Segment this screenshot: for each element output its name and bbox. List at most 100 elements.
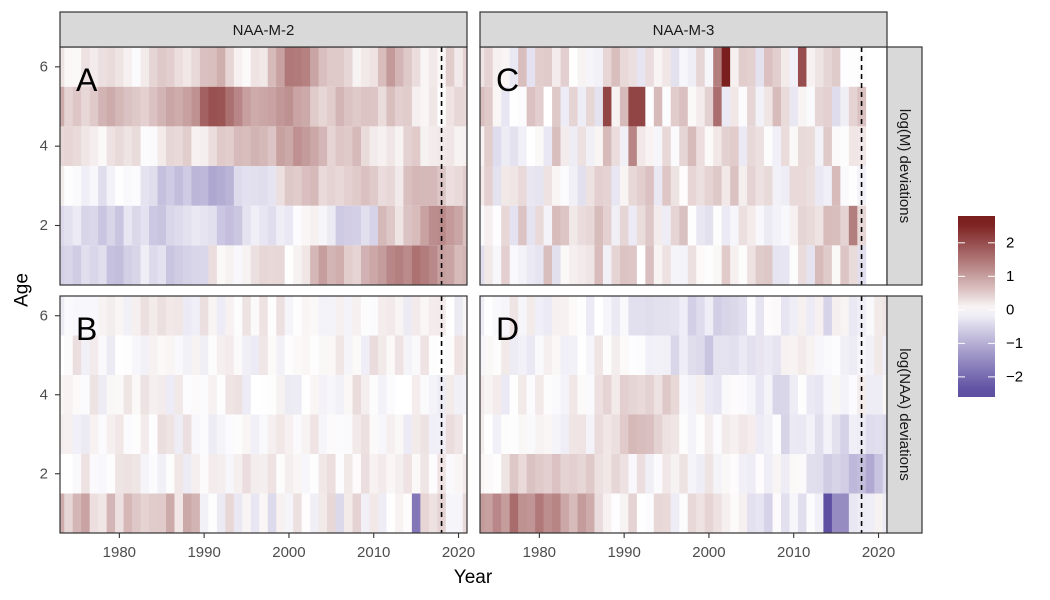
- heatmap-cell: [585, 493, 595, 533]
- heatmap-cell: [454, 454, 464, 494]
- heatmap-cell: [594, 493, 604, 533]
- heatmap-cell: [704, 126, 714, 166]
- panel-tag-A: A: [76, 62, 98, 98]
- heatmap-cell: [462, 493, 468, 533]
- heatmap-cell: [552, 375, 561, 415]
- heatmap-cell: [814, 47, 824, 87]
- heatmap-cell: [797, 375, 807, 415]
- heatmap-cell: [216, 296, 226, 336]
- heatmap-cell: [327, 47, 336, 87]
- heatmap-cell: [831, 245, 841, 285]
- heatmap-cell: [165, 166, 175, 206]
- heatmap-cell: [411, 86, 421, 127]
- heatmap-cell: [560, 335, 570, 375]
- heatmap-cell: [585, 335, 595, 375]
- heatmap-cell: [797, 414, 807, 454]
- heatmap-cell: [420, 414, 430, 454]
- heatmap-cell: [98, 205, 107, 246]
- heatmap-cell: [492, 166, 502, 206]
- heatmap-cell: [335, 47, 345, 87]
- panel-D: [480, 296, 888, 533]
- heatmap-cell: [208, 375, 218, 415]
- heatmap-cell: [149, 86, 158, 127]
- heatmap-cell: [670, 86, 680, 127]
- heatmap-cell: [233, 335, 243, 375]
- heatmap-cell: [89, 454, 99, 494]
- heatmap-cell: [462, 47, 468, 87]
- heatmap-cell: [64, 86, 74, 127]
- heatmap-cell: [577, 335, 587, 375]
- heatmap-cell: [857, 454, 867, 494]
- heatmap-cell: [352, 86, 362, 127]
- heatmap-cell: [242, 47, 252, 87]
- heatmap-cell: [602, 47, 612, 87]
- heatmap-cell: [789, 245, 799, 285]
- heatmap-cell: [730, 375, 739, 415]
- heatmap-cell: [140, 454, 150, 494]
- heatmap-cell: [344, 296, 353, 336]
- heatmap-cell: [865, 296, 875, 336]
- heatmap-cell: [645, 493, 655, 533]
- heatmap-cell: [831, 454, 841, 494]
- heatmap-cell: [492, 375, 502, 415]
- heatmap-cell: [242, 86, 252, 127]
- heatmap-cell: [501, 414, 511, 454]
- heatmap-cell: [662, 205, 672, 246]
- heatmap-cell: [543, 375, 553, 415]
- heatmap-cell: [267, 375, 277, 415]
- heatmap-cell: [454, 493, 464, 533]
- heatmap-cell: [182, 205, 192, 246]
- heatmap-cell: [327, 245, 336, 285]
- heatmap-cell: [480, 335, 485, 375]
- heatmap-cell: [310, 493, 319, 533]
- heatmap-cell: [679, 414, 689, 454]
- heatmap-cell: [569, 493, 578, 533]
- heatmap-cell: [157, 375, 167, 415]
- heatmap-cell: [174, 375, 184, 415]
- heatmap-cell: [611, 166, 621, 206]
- heatmap-cell: [526, 454, 536, 494]
- heatmap-cell: [344, 166, 353, 206]
- heatmap-cell: [628, 375, 638, 415]
- facet-strip-label: log(M) deviations: [896, 109, 913, 223]
- heatmap-cell: [81, 335, 91, 375]
- heatmap-cell: [394, 126, 404, 166]
- heatmap-cell: [250, 414, 260, 454]
- heatmap-cell: [492, 454, 502, 494]
- heatmap-cell: [98, 375, 107, 415]
- heatmap-cell: [577, 296, 587, 336]
- heatmap-cell: [174, 296, 184, 336]
- heatmap-cell: [327, 126, 336, 166]
- heatmap-cell: [462, 205, 468, 246]
- heatmap-cell: [462, 166, 468, 206]
- heatmap-cell: [560, 296, 570, 336]
- heatmap-cell: [569, 47, 578, 87]
- heatmap-cell: [501, 47, 511, 87]
- heatmap-cell: [772, 493, 782, 533]
- heatmap-cell: [764, 86, 773, 127]
- heatmap-cell: [552, 205, 561, 246]
- heatmap-cell: [569, 375, 578, 415]
- heatmap-cell: [361, 454, 370, 494]
- heatmap-cell: [89, 126, 99, 166]
- heatmap-cell: [267, 414, 277, 454]
- heatmap-cell: [208, 205, 218, 246]
- heatmap-cell: [814, 86, 824, 127]
- heatmap-cell: [874, 375, 884, 415]
- heatmap-cell: [492, 493, 502, 533]
- heatmap-cell: [199, 375, 209, 415]
- heatmap-cell: [543, 205, 553, 246]
- heatmap-cell: [318, 166, 328, 206]
- heatmap-cell: [233, 205, 243, 246]
- heatmap-cell: [848, 454, 858, 494]
- heatmap-cell: [764, 493, 773, 533]
- heatmap-cell: [645, 375, 655, 415]
- heatmap-cell: [165, 126, 175, 166]
- heatmap-cell: [865, 493, 875, 533]
- heatmap-cell: [823, 166, 833, 206]
- heatmap-cell: [738, 166, 748, 206]
- heatmap-cell: [560, 454, 570, 494]
- heatmap-cell: [552, 493, 561, 533]
- heatmap-cell: [81, 47, 91, 87]
- heatmap-cell: [764, 47, 773, 87]
